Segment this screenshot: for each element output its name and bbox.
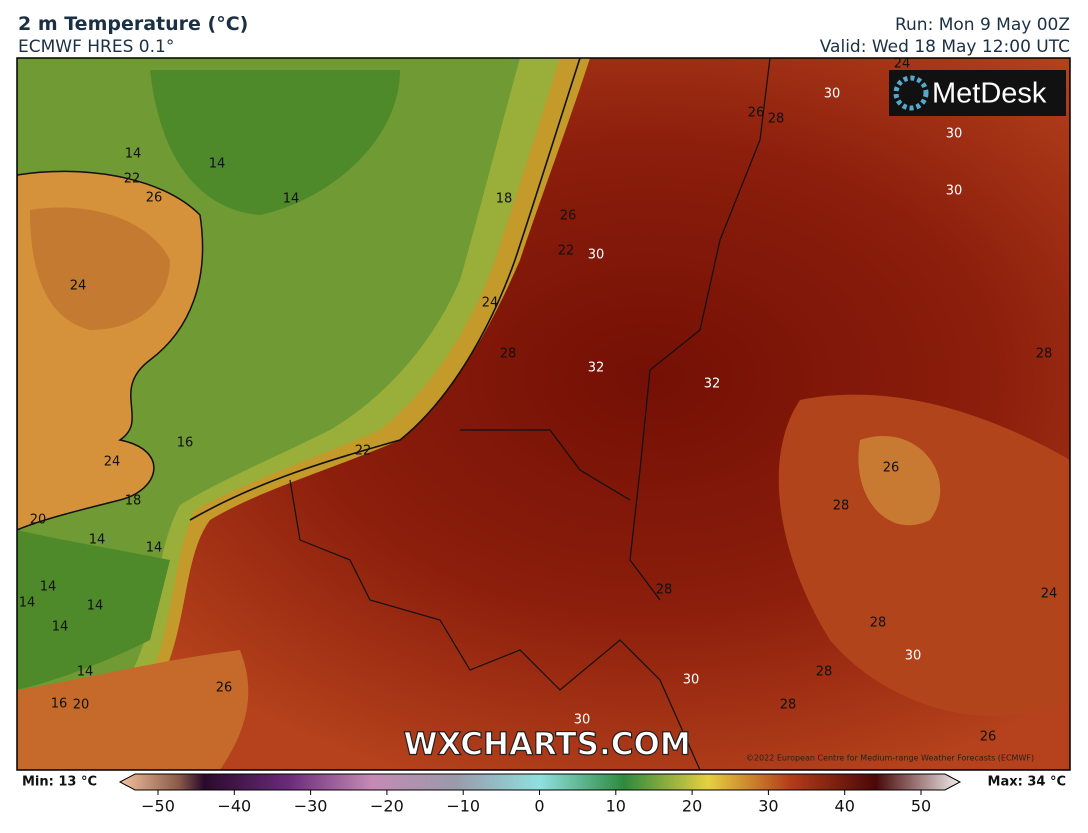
colorbar-tick-label: −10: [446, 797, 480, 816]
colorbar-tick-label: 30: [758, 797, 778, 816]
contour-label: 30: [946, 127, 963, 142]
min-label: Min: 13 °C: [22, 775, 97, 790]
contour-label: 14: [146, 541, 163, 556]
warm-east: [778, 394, 1070, 717]
contour-label: 28: [870, 616, 887, 631]
contour-label: 24: [104, 455, 121, 470]
colorbar-tick-label: 20: [682, 797, 702, 816]
contour-label: 20: [73, 698, 90, 713]
contour-label: 26: [980, 730, 997, 745]
contour-label: 26: [146, 191, 163, 206]
coastline: [189, 58, 581, 521]
contour-label: 14: [209, 157, 226, 172]
max-label: Max: 34 °C: [988, 775, 1066, 790]
sea-south: [17, 530, 170, 690]
contour-label: 14: [87, 599, 104, 614]
contour-label: 16: [51, 697, 68, 712]
contour-label: 14: [77, 665, 94, 680]
contour-label: 28: [833, 499, 850, 514]
colorbar-ticks: −50 −40 −30 −20 −10 0 10 20 30 40 50: [141, 790, 931, 816]
contour-label: 30: [574, 713, 591, 728]
contour-label: 32: [588, 361, 605, 376]
border: [460, 429, 631, 501]
contour-label: 18: [125, 494, 142, 509]
contour-label: 28: [500, 347, 517, 362]
contour-label: 24: [70, 279, 87, 294]
logo: MetDesk: [932, 78, 1047, 110]
contour-label: 26: [748, 106, 765, 121]
contour-label: 28: [656, 583, 673, 598]
contour-label: 30: [946, 184, 963, 199]
france-west: [17, 650, 249, 770]
contour-label: 24: [482, 296, 499, 311]
contour-label: 26: [560, 209, 577, 224]
logo-mark: [893, 75, 929, 111]
contour-label: 28: [816, 665, 833, 680]
valid-time: Valid: Wed 18 May 12:00 UTC: [819, 37, 1070, 57]
colorbar-tick-label: 0: [534, 797, 544, 816]
colorbar-tick-label: −20: [370, 797, 404, 816]
colorbar-tick-label: 10: [606, 797, 626, 816]
sea-cool: [150, 70, 400, 215]
contour-label: 28: [768, 112, 785, 127]
run: Run: Mon 9 May 00Z: [894, 15, 1070, 35]
map-area: 14 14 14 22 26 18 26 22 30 24 24 28 32 32 16 24 22 18 20 14…: [17, 57, 1070, 770]
copyright: ©2022 European Centre for Medium-range W…: [746, 754, 1034, 763]
contour-label: 30: [824, 87, 841, 102]
colorbar-tick-label: −40: [217, 797, 251, 816]
contour-label: 22: [558, 244, 575, 259]
contour-label: 18: [496, 192, 513, 207]
colorbar-tick-label: −50: [141, 797, 175, 816]
contour-label: 14: [40, 580, 57, 595]
contour-label: 22: [355, 444, 372, 459]
border: [629, 58, 771, 601]
cool-spot: [858, 436, 941, 526]
contour-label: 14: [89, 533, 106, 548]
contour-label: 14: [19, 596, 36, 611]
contour-label: 30: [905, 649, 922, 664]
contour-label: 16: [177, 436, 194, 451]
map-frame: [16, 57, 1071, 771]
contour-label: 26: [883, 461, 900, 476]
contour-label: 26: [216, 681, 233, 696]
contour-label: 14: [52, 620, 69, 635]
contour-label: 24: [894, 57, 911, 72]
contour-label: 22: [124, 172, 141, 187]
contour-label: 20: [30, 513, 47, 528]
contour-label: 14: [125, 147, 142, 162]
contour-label: 28: [780, 698, 797, 713]
contour-label: 24: [1041, 587, 1058, 602]
border: [289, 479, 701, 770]
contour-label: 30: [588, 248, 605, 263]
model: ECMWF HRES 0.1°: [18, 37, 175, 57]
uk-warm: [30, 207, 170, 330]
contour-label: 32: [704, 377, 721, 392]
title: 2 m Temperature (°C): [18, 13, 249, 35]
colorbar-tick-label: 50: [911, 797, 931, 816]
watermark: WXCHARTS.COM: [403, 727, 690, 763]
contour-label: 14: [283, 192, 300, 207]
contour-label: 30: [683, 673, 700, 688]
colorbar: [118, 773, 962, 791]
contour-labels: 14 14 14 22 26 18 26 22 30 24 24 28 32 32 16 24 22 18 20 14…: [19, 57, 1058, 745]
colorbar-tick-label: 40: [835, 797, 855, 816]
contour-label: 28: [1036, 347, 1053, 362]
colorbar-tick-label: −30: [294, 797, 328, 816]
